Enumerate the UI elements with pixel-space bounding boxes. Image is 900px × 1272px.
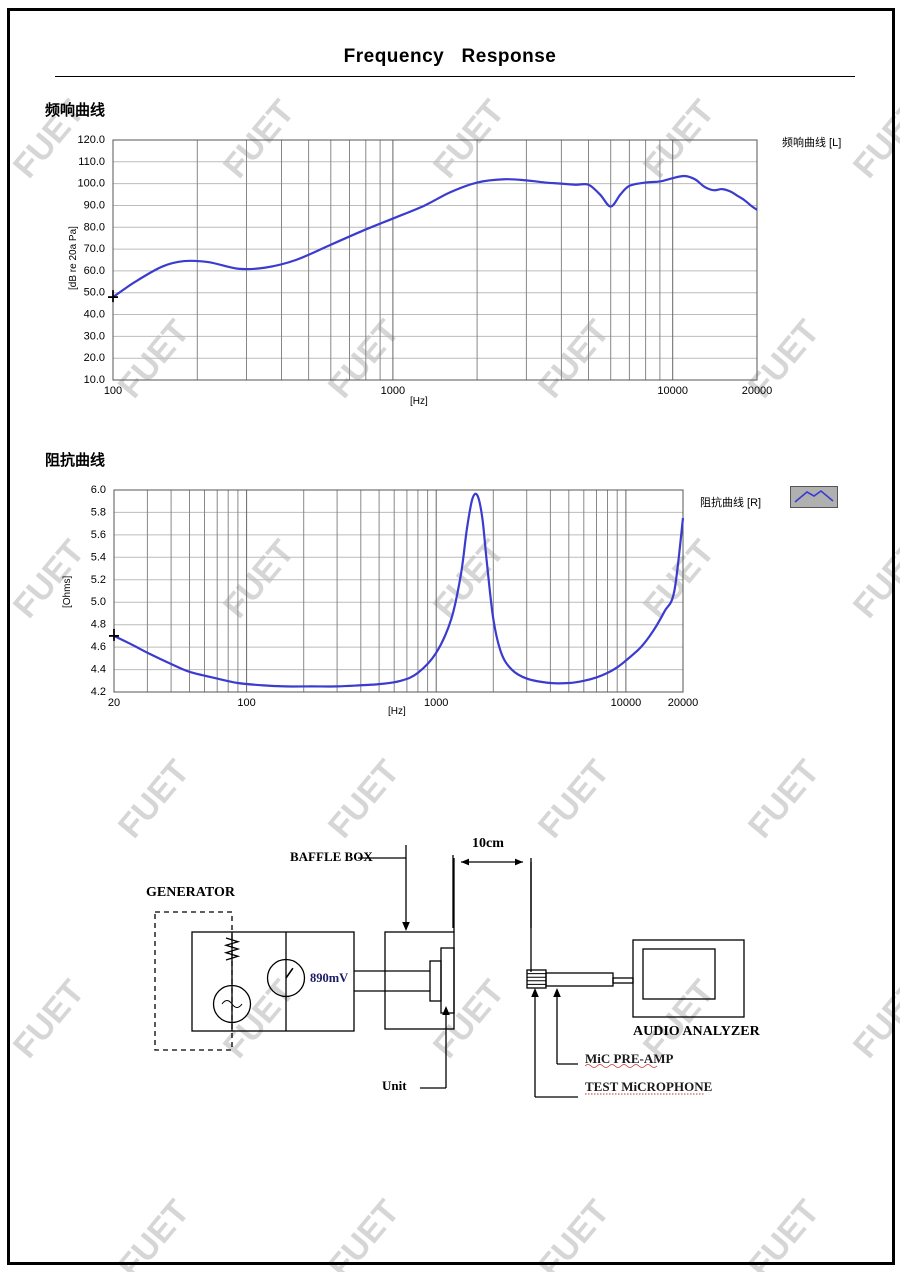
svg-text:5.0: 5.0	[91, 596, 106, 608]
svg-text:10.0: 10.0	[84, 374, 105, 386]
svg-text:100: 100	[104, 385, 122, 397]
svg-text:110.0: 110.0	[78, 156, 105, 168]
svg-text:100.0: 100.0	[77, 178, 105, 190]
svg-text:30.0: 30.0	[84, 330, 105, 342]
svg-text:5.8: 5.8	[91, 506, 106, 518]
svg-text:1000: 1000	[381, 385, 405, 397]
svg-text:40.0: 40.0	[84, 309, 105, 321]
svg-text:10000: 10000	[611, 697, 642, 709]
svg-text:100: 100	[237, 697, 255, 709]
svg-text:5.6: 5.6	[91, 529, 106, 541]
svg-text:1000: 1000	[424, 697, 448, 709]
svg-text:20: 20	[108, 697, 120, 709]
svg-text:4.8: 4.8	[91, 619, 106, 631]
svg-text:MiC PRE-AMP: MiC PRE-AMP	[585, 1051, 674, 1066]
svg-text:4.2: 4.2	[91, 686, 106, 698]
svg-text:20000: 20000	[668, 697, 699, 709]
svg-text:Unit: Unit	[382, 1078, 407, 1093]
svg-text:80.0: 80.0	[84, 221, 105, 233]
svg-text:5.4: 5.4	[91, 551, 106, 563]
svg-text:70.0: 70.0	[84, 243, 105, 255]
svg-text:50.0: 50.0	[84, 287, 105, 299]
svg-text:890mV: 890mV	[310, 971, 348, 985]
svg-text:120.0: 120.0	[77, 134, 105, 146]
svg-text:TEST MiCROPHONE: TEST MiCROPHONE	[585, 1079, 712, 1094]
svg-text:6.0: 6.0	[91, 484, 106, 496]
svg-text:20000: 20000	[742, 385, 773, 397]
svg-text:5.2: 5.2	[91, 574, 106, 586]
svg-text:4.4: 4.4	[91, 664, 106, 676]
svg-text:BAFFLE BOX: BAFFLE BOX	[290, 849, 373, 864]
svg-text:4.6: 4.6	[91, 641, 106, 653]
svg-text:AUDIO ANALYZER: AUDIO ANALYZER	[633, 1024, 761, 1039]
svg-text:GENERATOR: GENERATOR	[146, 885, 236, 900]
svg-text:10cm: 10cm	[472, 836, 504, 851]
svg-text:20.0: 20.0	[84, 352, 105, 364]
svg-text:90.0: 90.0	[84, 200, 105, 212]
svg-text:10000: 10000	[657, 385, 688, 397]
svg-text:60.0: 60.0	[84, 265, 105, 277]
